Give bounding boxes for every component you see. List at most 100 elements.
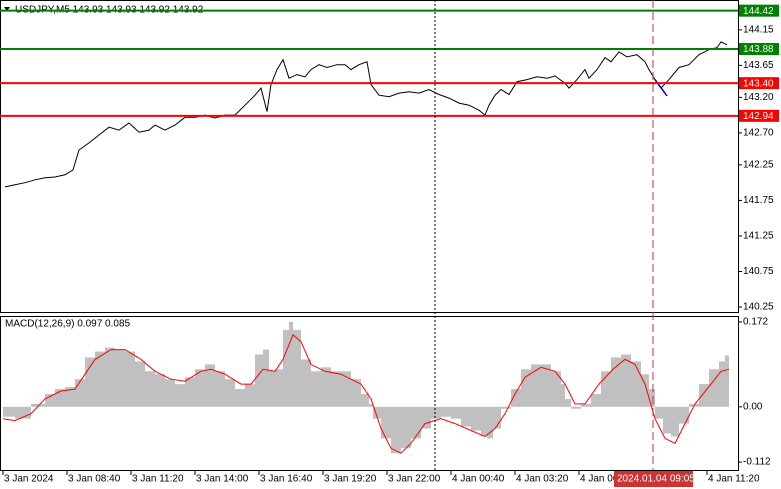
x-tick-label: 3 Jan 11:20 — [132, 474, 184, 485]
histogram-bar — [481, 406, 487, 437]
histogram-bar — [451, 406, 461, 419]
histogram-bar — [641, 374, 649, 407]
histogram-bar — [591, 393, 601, 407]
symbol-marker — [4, 7, 10, 11]
histogram-bar — [301, 359, 311, 407]
histogram-bar — [391, 406, 401, 454]
histogram-bar — [55, 389, 65, 407]
histogram-bar — [663, 406, 671, 434]
x-tick-label: 3 Jan 2024 — [4, 474, 54, 485]
histogram-bar — [215, 371, 225, 407]
y-tick-label: 140.25 — [743, 302, 774, 313]
histogram-bar — [431, 406, 441, 419]
x-tick-label: 4 Jan 03:20 — [516, 474, 569, 485]
y-tick-label: 142.70 — [743, 128, 774, 139]
x-tick-label: 4 Jan 11:20 — [708, 474, 760, 485]
histogram-bar — [245, 384, 255, 407]
histogram-bar — [601, 371, 611, 407]
y-tick-label: 144.15 — [743, 24, 774, 35]
histogram-bar — [289, 321, 293, 407]
crosshair-label-box — [614, 471, 693, 487]
level-label-box — [739, 109, 779, 122]
histogram-bar — [381, 406, 391, 439]
histogram-bar — [561, 384, 565, 407]
level-label: 144.42 — [743, 6, 774, 17]
histogram-bar — [541, 364, 551, 407]
histogram-bar — [621, 354, 631, 407]
histogram-bar — [709, 369, 719, 407]
histogram-bar — [493, 406, 501, 429]
histogram-bar — [195, 369, 205, 407]
histogram-bar — [255, 354, 263, 407]
histogram-bar — [135, 361, 145, 407]
histogram-bar — [31, 403, 45, 407]
y-tick-label: 0.172 — [743, 317, 768, 328]
histogram-bar — [95, 351, 105, 407]
histogram-bar — [65, 387, 75, 407]
histogram-bar — [275, 369, 283, 407]
histogram-bar — [421, 406, 431, 429]
y-tick-label: -0.112 — [743, 457, 771, 468]
histogram-bar — [441, 406, 451, 417]
level-label: 142.94 — [743, 111, 774, 122]
y-tick-label: 142.25 — [743, 160, 774, 171]
histogram-bar — [145, 371, 155, 407]
histogram-bar — [611, 357, 621, 407]
histogram-bar — [115, 349, 125, 407]
y-tick-label: 143.65 — [743, 60, 774, 71]
histogram-bar — [15, 406, 31, 419]
histogram-bar — [185, 377, 195, 407]
price-line — [4, 41, 728, 188]
level-label-box — [739, 43, 779, 56]
x-tick-label: 3 Jan 08:40 — [68, 474, 121, 485]
histogram-bar — [679, 406, 689, 424]
histogram-bar — [551, 371, 561, 407]
y-tick-label: 143.20 — [743, 92, 774, 103]
histogram-bar — [719, 361, 725, 407]
histogram-bar — [85, 357, 95, 407]
histogram-bar — [125, 351, 135, 407]
level-label-box — [739, 77, 779, 90]
histogram-bar — [631, 361, 641, 407]
y-tick-label: 0.00 — [743, 401, 763, 412]
histogram-bar — [471, 406, 481, 431]
signal-line — [2, 333, 730, 454]
histogram-bar — [45, 393, 55, 407]
histogram-bar — [487, 406, 493, 439]
histogram-bar — [235, 389, 245, 407]
histogram-bar — [75, 379, 85, 407]
histogram-bar — [263, 349, 269, 407]
histogram-bar — [725, 355, 729, 407]
histogram-bar — [3, 406, 15, 417]
x-tick-label: 3 Jan 22:00 — [388, 474, 441, 485]
histogram-bar — [655, 406, 663, 419]
histogram-bar — [649, 389, 655, 407]
histogram-bar — [581, 403, 591, 407]
histogram-bar — [105, 347, 115, 407]
macd-panel-frame — [0, 316, 739, 471]
macd-title: MACD(12,26,9) 0.097 0.085 — [5, 319, 131, 330]
histogram-bar — [155, 374, 165, 407]
histogram-bar — [225, 379, 235, 407]
histogram-bar — [341, 371, 351, 407]
histogram-bar — [411, 406, 421, 439]
x-tick-label: 3 Jan 14:00 — [196, 474, 249, 485]
histogram-bar — [351, 379, 361, 407]
level-label-box — [739, 4, 779, 17]
histogram-bar — [205, 364, 215, 407]
histogram-bar — [521, 369, 531, 407]
x-tick-label: 4 Jan 06:00 — [580, 474, 633, 485]
histogram-bar — [269, 371, 275, 407]
crosshair-label: 2024.01.04 09:05 — [617, 474, 695, 485]
histogram-bar — [565, 398, 571, 407]
histogram-bar — [531, 364, 541, 407]
histogram-bar — [311, 371, 321, 407]
histogram-bar — [165, 379, 175, 407]
level-label: 143.40 — [743, 78, 774, 89]
histogram-bar — [175, 384, 185, 407]
y-tick-label: 140.75 — [743, 266, 774, 277]
histogram-bar — [373, 406, 381, 419]
level-label: 143.88 — [743, 44, 774, 55]
histogram-bar — [293, 329, 301, 407]
histogram-bar — [511, 389, 521, 407]
